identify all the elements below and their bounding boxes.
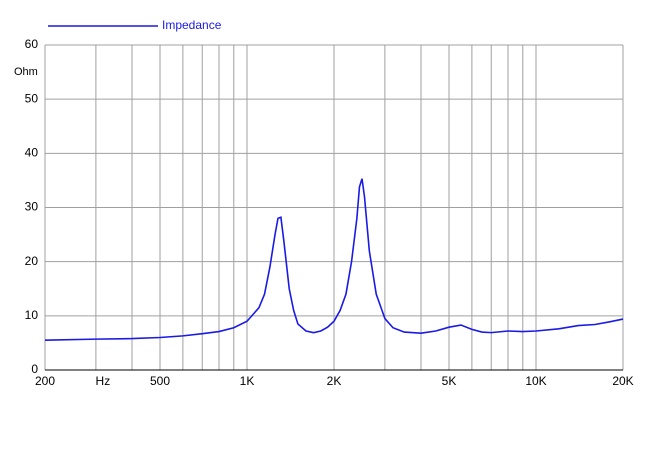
y-tick-label: 10 — [25, 308, 39, 322]
impedance-line — [44, 178, 624, 342]
x-tick-label: 2K — [327, 374, 342, 388]
y-tick-label: 0 — [31, 362, 38, 376]
y-tick-label: 60 — [25, 37, 39, 51]
legend-label: Impedance — [162, 18, 222, 32]
y-tick-label: 30 — [25, 200, 39, 214]
y-tick-label: 50 — [25, 91, 39, 105]
y-tick-label: 20 — [25, 254, 39, 268]
y-axis-label: Ohm — [14, 66, 38, 78]
y-tick-label: 40 — [25, 146, 39, 160]
x-tick-label: Hz — [96, 374, 111, 388]
x-tick-label: 1K — [240, 374, 255, 388]
x-tick-label: 5K — [442, 374, 457, 388]
x-tick-label: 500 — [150, 374, 170, 388]
x-tick-label: 20K — [612, 374, 633, 388]
x-tick-label: 10K — [525, 374, 546, 388]
x-tick-label: 200 — [35, 374, 55, 388]
